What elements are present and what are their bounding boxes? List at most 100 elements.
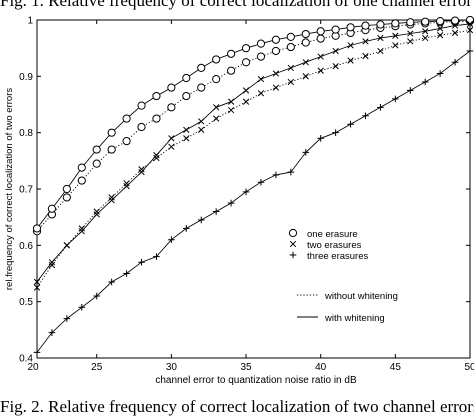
x-tick-label: 45 <box>390 362 402 373</box>
data-point <box>153 253 160 260</box>
data-point <box>33 278 41 286</box>
data-point <box>347 120 354 128</box>
data-point <box>167 83 176 92</box>
y-tick-label: 0.5 <box>19 297 33 308</box>
data-point <box>256 39 266 48</box>
data-point <box>48 261 56 269</box>
data-point <box>33 349 41 356</box>
data-point <box>242 188 250 196</box>
data-point <box>183 126 190 134</box>
series-one-erasure-without-whitening <box>32 17 474 236</box>
data-point <box>302 149 310 156</box>
data-point <box>78 304 86 311</box>
data-point <box>168 236 175 243</box>
data-point <box>62 184 71 194</box>
legend-label: one erasure <box>307 229 358 240</box>
y-tick-label: 0.9 <box>19 72 33 83</box>
data-point <box>287 78 294 86</box>
data-point <box>213 115 220 122</box>
series-three-erasures-with-whitening <box>33 47 474 356</box>
data-point <box>47 204 57 213</box>
data-point <box>198 126 205 134</box>
data-point <box>212 55 221 64</box>
data-point <box>287 64 294 72</box>
data-point <box>316 27 325 36</box>
data-point <box>436 25 444 32</box>
legend-marker-plus <box>289 251 297 259</box>
data-point <box>138 166 145 173</box>
data-point <box>451 22 459 29</box>
data-point <box>272 70 280 77</box>
data-point <box>286 32 295 42</box>
data-point <box>466 20 474 28</box>
series-one-erasure-with-whitening <box>32 15 474 233</box>
data-point <box>377 104 384 111</box>
plot-frame <box>36 19 471 359</box>
data-point <box>212 75 221 84</box>
data-point <box>391 19 400 28</box>
data-point <box>92 159 101 168</box>
data-point <box>77 163 86 172</box>
x-tick-label: 50 <box>464 362 474 373</box>
data-point <box>241 58 251 67</box>
data-point <box>302 59 309 66</box>
data-point <box>197 83 206 92</box>
data-point <box>153 154 160 162</box>
data-point <box>317 53 324 60</box>
data-point <box>123 270 130 277</box>
figure-1-caption: Fig. 1. Relative frequency of correct lo… <box>0 0 473 10</box>
data-point <box>241 44 251 53</box>
data-point <box>182 91 191 101</box>
data-point <box>212 208 220 215</box>
data-point <box>123 180 130 187</box>
data-point <box>242 98 250 105</box>
data-point <box>137 101 146 110</box>
x-tick-label: 35 <box>240 362 252 373</box>
data-point <box>78 225 85 232</box>
data-point <box>78 228 85 235</box>
data-point <box>347 57 354 64</box>
x-tick-label: 30 <box>166 362 178 373</box>
data-point <box>347 42 354 49</box>
data-point <box>256 52 266 61</box>
data-point <box>93 292 101 300</box>
x-axis-label: channel error to quantization noise rati… <box>155 375 357 386</box>
series-line <box>36 19 471 229</box>
data-point <box>302 73 309 80</box>
data-point <box>451 58 459 66</box>
data-point <box>332 63 339 70</box>
data-point <box>183 225 190 232</box>
data-point <box>257 75 265 83</box>
data-point <box>48 259 56 266</box>
data-point <box>62 193 71 202</box>
data-point <box>257 178 265 186</box>
x-tick-label: 40 <box>315 362 327 373</box>
data-point <box>466 26 474 34</box>
series-line <box>36 50 471 353</box>
data-point <box>466 47 474 55</box>
data-point <box>451 29 459 37</box>
legend-marker-circle <box>288 228 298 238</box>
axes: 20 25 30 35 40 45 50 0.4 0.5 0.6 0.7 0.8 0.9 1 <box>19 16 474 374</box>
data-point <box>407 38 414 45</box>
data-point <box>362 38 369 45</box>
data-point <box>227 49 236 58</box>
series-two-erasures-with-whitening <box>33 20 474 286</box>
data-point <box>271 35 280 44</box>
data-point <box>377 47 384 55</box>
data-point <box>272 171 280 179</box>
legend-label: with whitening <box>324 313 385 324</box>
x-tick-label: 20 <box>27 362 39 373</box>
series-two-erasures-without-whitening <box>33 26 474 291</box>
y-axis-label: rel.frequency of correct localization of… <box>4 88 15 290</box>
x-tick-label: 25 <box>91 362 103 373</box>
data-point <box>272 84 280 91</box>
data-point <box>197 63 206 72</box>
data-point <box>332 129 339 136</box>
data-point <box>392 32 399 39</box>
legend-marker-x <box>289 240 297 248</box>
data-point <box>93 208 100 215</box>
data-point <box>77 176 86 185</box>
